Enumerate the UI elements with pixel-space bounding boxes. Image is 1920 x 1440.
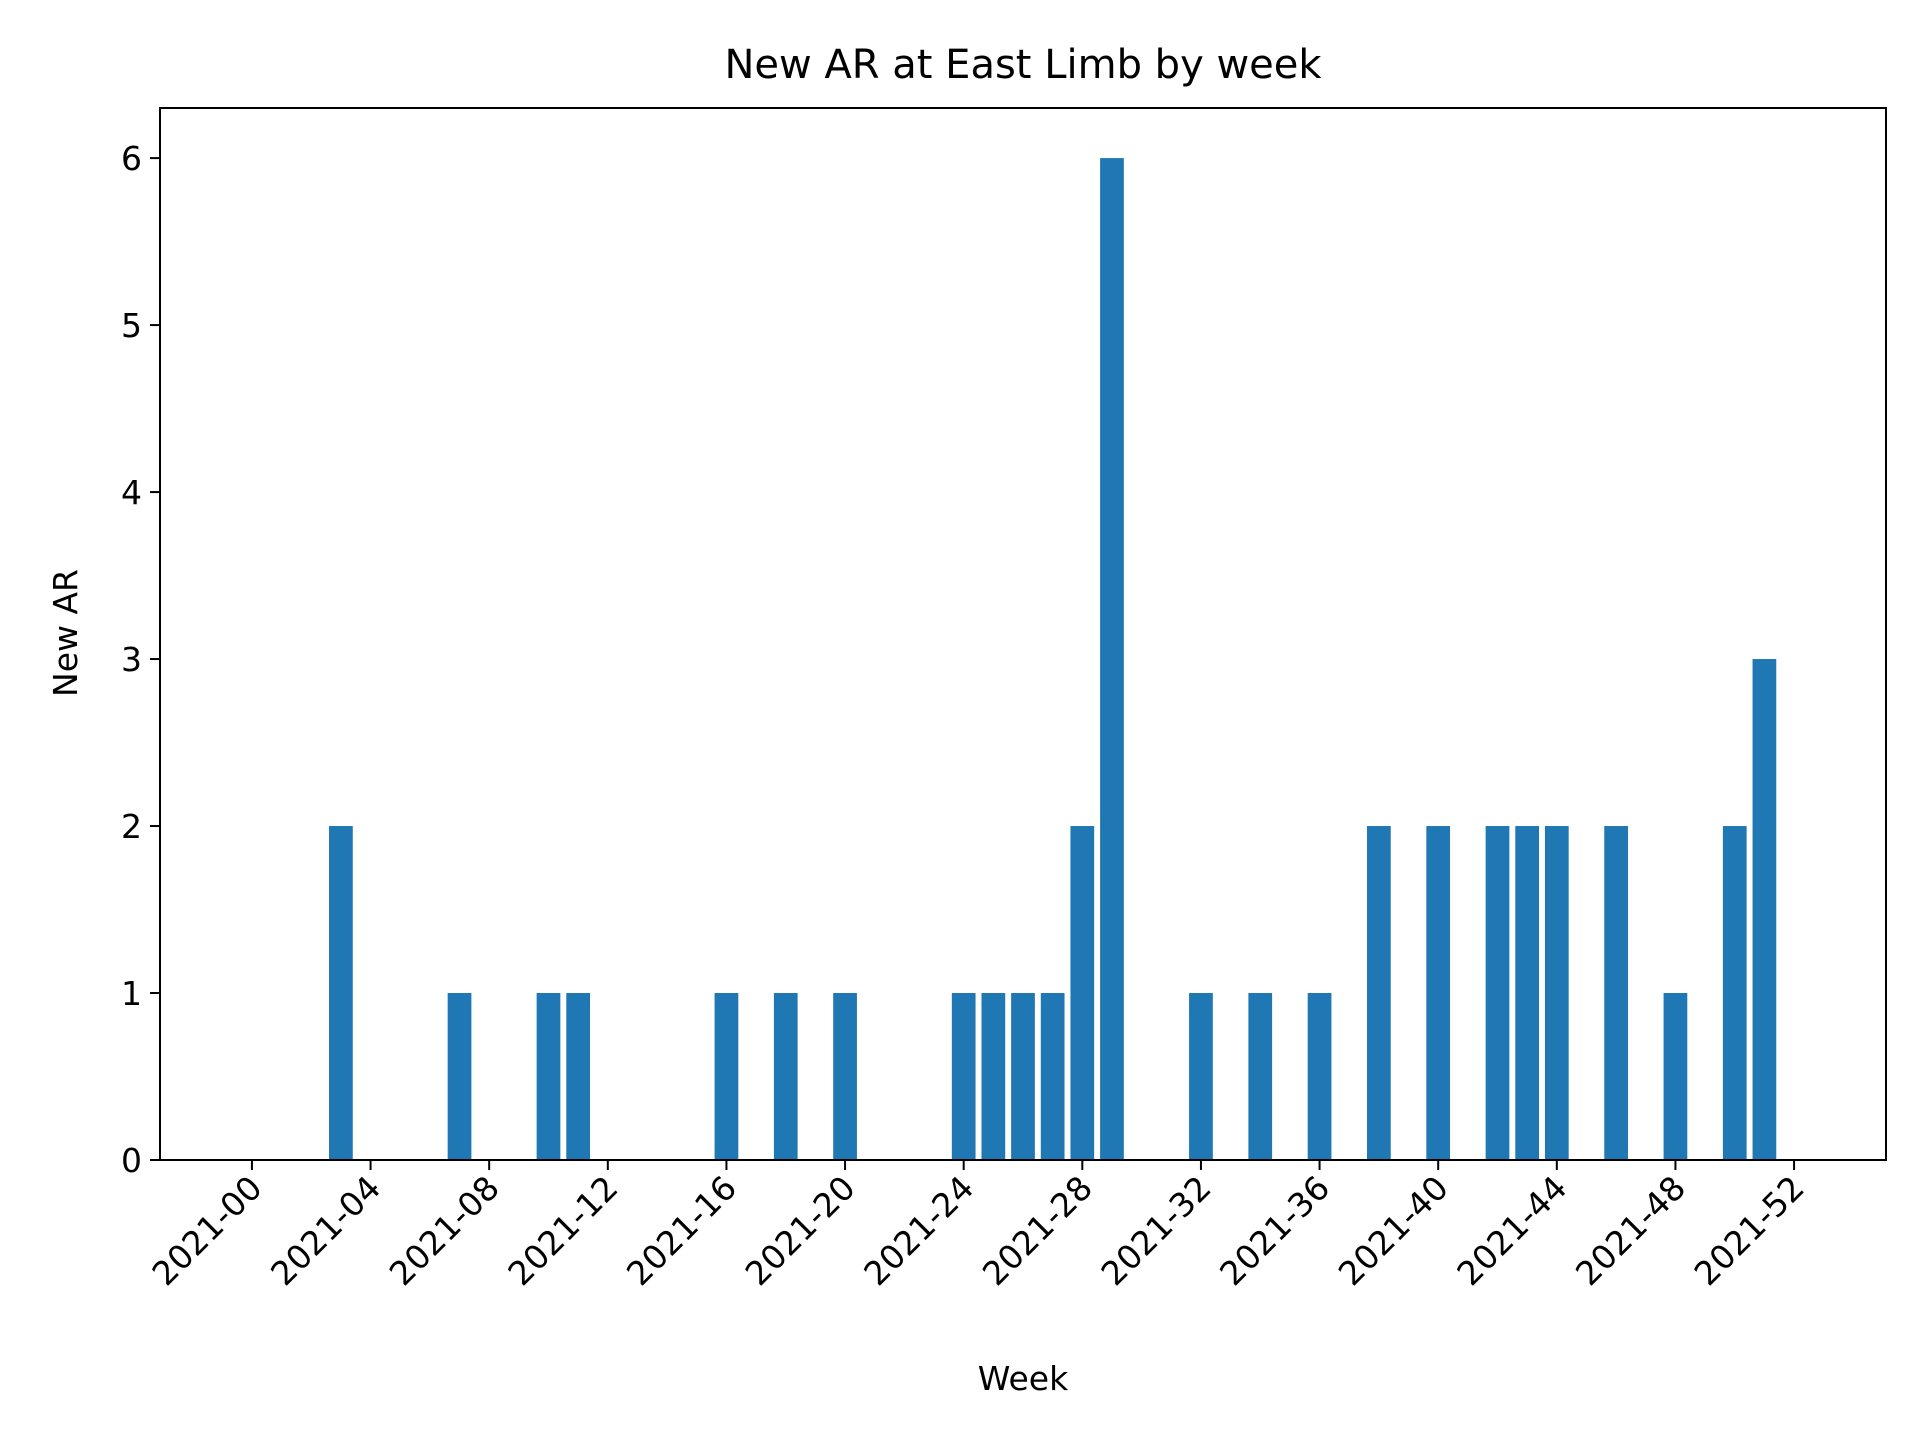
chart-title: New AR at East Limb by week <box>724 42 1322 88</box>
bar-week-3 <box>329 826 353 1160</box>
bar-week-18 <box>773 993 798 1160</box>
y-tick-label: 6 <box>121 139 142 178</box>
bar-week-46 <box>1604 826 1628 1160</box>
bar-week-26 <box>1011 993 1035 1160</box>
y-tick-label: 0 <box>121 1141 142 1180</box>
y-axis: 0 1 2 3 4 5 6 <box>121 139 160 1180</box>
y-tick-label: 1 <box>121 974 142 1013</box>
bar-week-29 <box>1100 158 1124 1161</box>
bar-week-48 <box>1663 993 1688 1160</box>
bar-week-7 <box>447 993 472 1160</box>
plot-frame <box>159 107 1887 1161</box>
bar-week-51 <box>1752 659 1777 1160</box>
bar-week-24 <box>951 993 976 1160</box>
y-axis-label: New AR <box>46 569 85 697</box>
y-tick-label: 5 <box>121 306 142 345</box>
bar-week-42 <box>1485 826 1510 1160</box>
bar-week-32 <box>1189 993 1213 1160</box>
bar-week-28 <box>1070 826 1095 1160</box>
bar-week-11 <box>566 993 591 1160</box>
bar-week-27 <box>1040 993 1065 1160</box>
bar-week-34 <box>1248 993 1273 1160</box>
bar-week-20 <box>833 993 857 1160</box>
y-tick-label: 2 <box>121 807 142 846</box>
y-tick-label: 4 <box>121 473 142 512</box>
bar-week-44 <box>1544 826 1569 1160</box>
bar-week-38 <box>1367 826 1391 1160</box>
x-axis-label: Week <box>978 1359 1069 1398</box>
bar-week-40 <box>1426 826 1451 1160</box>
bar-week-50 <box>1722 826 1747 1160</box>
bar-week-16 <box>714 993 739 1160</box>
bar-week-43 <box>1515 826 1540 1160</box>
bars-group <box>329 158 1777 1161</box>
bar-week-25 <box>981 993 1006 1160</box>
bar-week-36 <box>1307 993 1332 1160</box>
bar-week-10 <box>536 993 561 1160</box>
y-tick-label: 3 <box>121 640 142 679</box>
